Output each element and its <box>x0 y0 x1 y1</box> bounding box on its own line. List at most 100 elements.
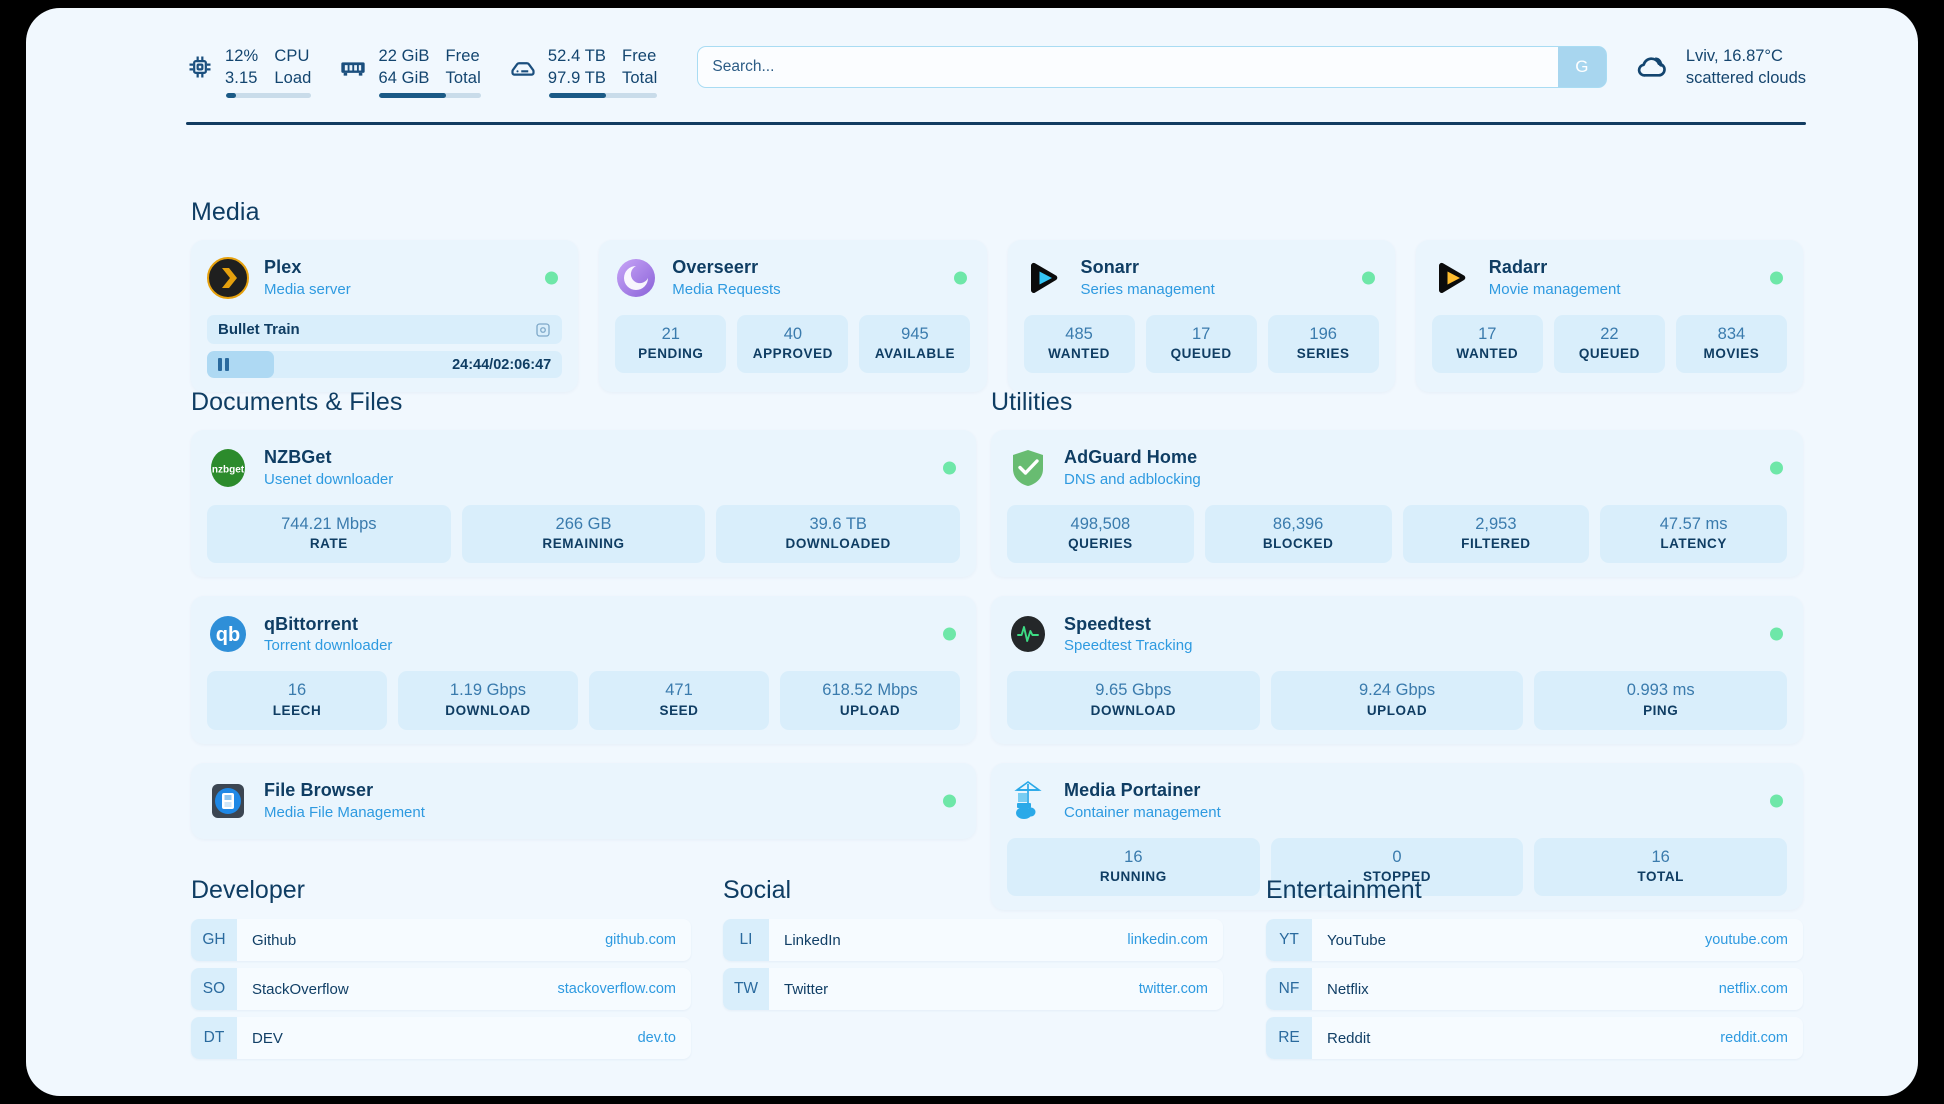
pause-icon[interactable] <box>218 358 229 371</box>
stat-label: QUEUED <box>1578 346 1640 362</box>
plex-icon <box>207 257 249 299</box>
bookmark-item[interactable]: NF Netflix netflix.com <box>1266 968 1803 1010</box>
total-time: 02:06:47 <box>493 356 552 373</box>
stats-row: 498,508 QUERIES 86,396 BLOCKED 2,953 FIL… <box>1007 505 1787 564</box>
header-divider <box>186 122 1806 125</box>
service-card-file-browser[interactable]: File Browser Media File Management <box>191 762 976 839</box>
search-go-icon[interactable]: G <box>1557 47 1606 87</box>
stat-item[interactable]: 9.65 Gbps DOWNLOAD <box>1007 671 1260 730</box>
stat-label: QUERIES <box>1068 536 1133 552</box>
now-playing-title-row: Bullet Train <box>207 315 563 344</box>
service-name: Media Portainer <box>1064 779 1201 800</box>
stat-label: PENDING <box>638 346 704 362</box>
time-separator: / <box>489 356 494 373</box>
stats-row: 16 RUNNING 0 STOPPED 16 TOTAL <box>1007 837 1788 896</box>
bookmark-name: Twitter <box>784 980 829 998</box>
bookmark-item[interactable]: RE Reddit reddit.com <box>1266 1017 1803 1059</box>
stat-item[interactable]: 2,953 FILTERED <box>1402 505 1590 564</box>
service-subtitle: Media File Management <box>264 803 425 821</box>
stat-item[interactable]: 16 RUNNING <box>1007 837 1260 896</box>
status-indicator <box>1361 271 1375 285</box>
svg-text:qb: qb <box>216 624 240 646</box>
service-card-adguard-home[interactable]: AdGuard Home DNS and adblocking 498,508 … <box>991 430 1803 578</box>
stat-item[interactable]: 834 MOVIES <box>1675 315 1787 374</box>
documents-section: nzbget NZBGet Usenet downloader 744.21 M… <box>191 430 976 839</box>
stat-item[interactable]: 266 GB REMAINING <box>461 505 706 564</box>
bookmark-item[interactable]: SO StackOverflow stackoverflow.com <box>191 968 691 1010</box>
stat-item[interactable]: 744.21 Mbps RATE <box>207 505 451 564</box>
stat-item[interactable]: 39.6 TB DOWNLOADED <box>716 505 961 564</box>
service-card-qbittorrent[interactable]: qb qBittorrent Torrent downloader 16 LEE… <box>191 596 976 744</box>
bookmark-url: linkedin.com <box>1127 932 1208 948</box>
service-card-speedtest[interactable]: Speedtest Speedtest Tracking 9.65 Gbps D… <box>991 596 1803 744</box>
bookmark-abbr: RE <box>1266 1017 1312 1059</box>
stat-item[interactable]: 0.993 ms PING <box>1534 671 1788 730</box>
bookmark-url: twitter.com <box>1138 981 1208 997</box>
cpu-label2: Load <box>274 69 312 87</box>
service-card-media-portainer[interactable]: Media Portainer Container management 16 … <box>991 762 1803 910</box>
stat-value: 196 <box>1309 325 1337 343</box>
stats-row: 9.65 Gbps DOWNLOAD 9.24 Gbps UPLOAD 0.99… <box>1007 671 1788 730</box>
stat-item[interactable]: 498,508 QUERIES <box>1007 505 1194 564</box>
stat-item[interactable]: 22 QUEUED <box>1553 315 1665 374</box>
stat-value: 9.65 Gbps <box>1095 681 1172 700</box>
bookmark-item[interactable]: LI LinkedIn linkedin.com <box>723 919 1223 961</box>
overseerr-icon <box>615 257 657 299</box>
ram-widget: 22 GiB 64 GiB Free Total <box>339 45 481 99</box>
bookmark-item[interactable]: TW Twitter twitter.com <box>723 968 1223 1010</box>
stat-item[interactable]: 471 SEED <box>589 671 769 730</box>
stat-item[interactable]: 17 QUEUED <box>1145 315 1257 374</box>
stat-item[interactable]: 945 AVAILABLE <box>859 315 971 374</box>
card-header: Media Portainer Container management <box>1007 777 1787 825</box>
disk-icon <box>509 53 537 81</box>
ram-progress-bar <box>379 93 481 99</box>
bookmark-abbr: GH <box>191 919 237 961</box>
search-box[interactable]: G <box>697 46 1607 88</box>
stat-value: 498,508 <box>1070 515 1131 533</box>
nzbget-icon: nzbget <box>207 447 249 489</box>
stat-label: STOPPED <box>1362 869 1432 885</box>
ram-label2: Total <box>445 69 481 87</box>
ram-icon <box>339 53 367 81</box>
stat-item[interactable]: 196 SERIES <box>1267 315 1379 374</box>
service-name: AdGuard Home <box>1064 447 1198 468</box>
bookmark-abbr: SO <box>191 968 237 1010</box>
service-card-radarr[interactable]: Radarr Movie management 17 WANTED 22 QUE… <box>1415 240 1803 392</box>
stat-item[interactable]: 16 TOTAL <box>1534 837 1788 896</box>
disk-label: Free <box>622 46 657 65</box>
stat-item[interactable]: 16 LEECH <box>207 671 387 730</box>
card-header: File Browser Media File Management <box>207 777 960 825</box>
service-card-overseerr[interactable]: Overseerr Media Requests 21 PENDING 40 A… <box>599 240 987 392</box>
stat-item[interactable]: 21 PENDING <box>615 315 727 374</box>
qbittorrent-icon: qb <box>207 613 249 655</box>
search-input[interactable] <box>698 58 1558 76</box>
bookmark-item[interactable]: GH Github github.com <box>191 919 691 961</box>
radarr-icon <box>1432 257 1474 299</box>
stat-item[interactable]: 17 WANTED <box>1431 315 1543 374</box>
ram-value: 22 GiB <box>378 46 430 65</box>
bookmark-item[interactable]: DT DEV dev.to <box>191 1017 691 1059</box>
service-name: Overseerr <box>672 257 759 278</box>
disk-label2: Total <box>622 69 658 87</box>
speedtest-icon <box>1007 613 1049 655</box>
service-card-nzbget[interactable]: nzbget NZBGet Usenet downloader 744.21 M… <box>191 430 976 578</box>
stat-item[interactable]: 47.57 ms LATENCY <box>1600 505 1787 564</box>
stat-value: 266 GB <box>555 515 612 533</box>
service-card-sonarr[interactable]: Sonarr Series management 485 WANTED 17 Q… <box>1007 240 1395 392</box>
stat-item[interactable]: 9.24 Gbps UPLOAD <box>1270 671 1524 730</box>
stat-value: 86,396 <box>1272 515 1324 533</box>
stat-item[interactable]: 618.52 Mbps UPLOAD <box>780 671 960 730</box>
now-playing-progress[interactable]: 24:44/02:06:47 <box>207 351 563 378</box>
bookmark-url: github.com <box>605 932 676 948</box>
gear-icon[interactable] <box>535 322 551 338</box>
service-card-plex[interactable]: Plex Media server Bullet Train 24:44/02:… <box>191 240 579 392</box>
bookmark-name: Reddit <box>1327 1029 1371 1047</box>
stat-item[interactable]: 86,396 BLOCKED <box>1204 505 1392 564</box>
bookmark-item[interactable]: YT YouTube youtube.com <box>1266 919 1803 961</box>
stat-item[interactable]: 0 STOPPED <box>1270 837 1524 896</box>
stat-item[interactable]: 485 WANTED <box>1023 315 1135 374</box>
stat-item[interactable]: 40 APPROVED <box>737 315 849 374</box>
stat-value: 945 <box>901 325 929 343</box>
bookmark-group-title: Entertainment <box>1266 876 1422 904</box>
stat-item[interactable]: 1.19 Gbps DOWNLOAD <box>398 671 578 730</box>
